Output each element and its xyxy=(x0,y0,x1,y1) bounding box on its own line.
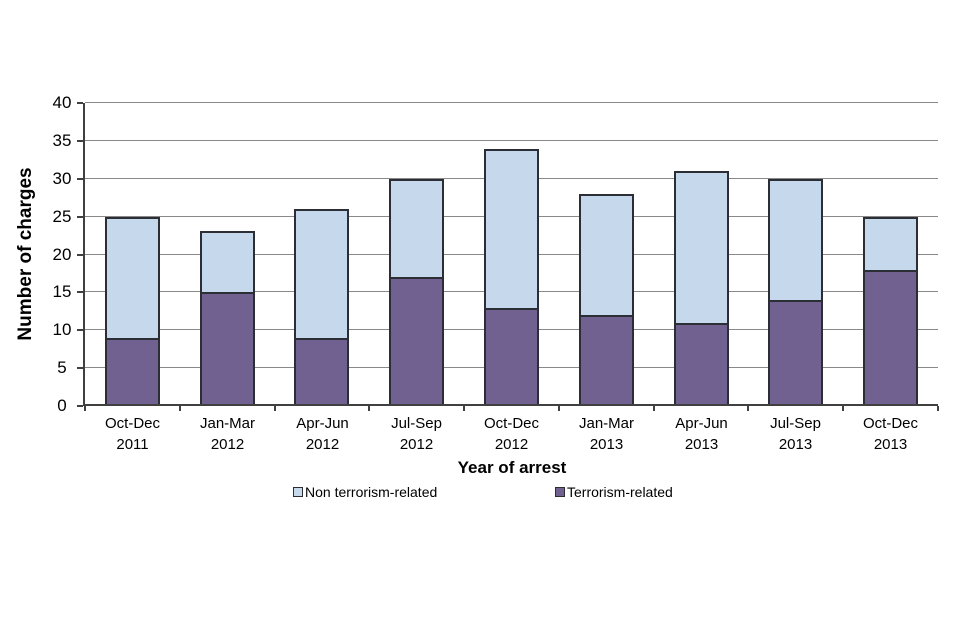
x-axis-tick-7 xyxy=(747,406,749,411)
y-tick-label-0: 0 xyxy=(57,396,67,415)
bar-segment-terrorism-related-jul-sep-2012 xyxy=(389,277,444,406)
plot-area xyxy=(85,102,938,406)
x-axis-tick-2 xyxy=(274,406,276,411)
y-tick-label-30: 30 xyxy=(52,169,72,188)
bar-segment-terrorism-related-oct-dec-2012 xyxy=(484,308,539,406)
bar-segment-non-terrorism-related-jul-sep-2013 xyxy=(768,179,823,300)
bar-segment-terrorism-related-jan-mar-2012 xyxy=(200,292,255,406)
x-category-label-apr-jun-2013: Apr-Jun 2013 xyxy=(675,415,728,453)
y-axis-tick-40 xyxy=(77,102,83,104)
bar-segment-terrorism-related-apr-jun-2012 xyxy=(294,338,349,406)
x-category-label-jul-sep-2013: Jul-Sep 2013 xyxy=(770,415,821,453)
bar-segment-non-terrorism-related-jan-mar-2013 xyxy=(579,194,634,315)
bar-segment-terrorism-related-apr-jun-2013 xyxy=(674,323,729,406)
x-category-label-jan-mar-2013: Jan-Mar 2013 xyxy=(578,415,634,453)
x-category-label-oct-dec-2011: Oct-Dec 2011 xyxy=(104,415,160,453)
y-axis-tick-5 xyxy=(77,367,83,369)
y-tick-label-20: 20 xyxy=(52,245,72,264)
bar-segment-terrorism-related-jan-mar-2013 xyxy=(579,315,634,406)
bar-segment-non-terrorism-related-oct-dec-2011 xyxy=(105,217,160,338)
x-axis-tick-5 xyxy=(558,406,560,411)
legend-entry-non-terrorism-related: Non terrorism-related xyxy=(293,485,437,499)
x-axis-tick-0 xyxy=(84,406,86,411)
bar-segment-non-terrorism-related-jul-sep-2012 xyxy=(389,179,444,277)
x-axis-title: Year of arrest xyxy=(457,458,567,477)
x-category-label-jul-sep-2012: Jul-Sep 2012 xyxy=(391,415,442,453)
y-tick-label-40: 40 xyxy=(52,93,72,112)
x-axis-tick-8 xyxy=(842,406,844,411)
bar-segment-terrorism-related-oct-dec-2013 xyxy=(863,270,918,406)
gridline-40 xyxy=(85,102,938,103)
x-category-label-oct-dec-2012: Oct-Dec 2012 xyxy=(483,415,539,453)
legend-label-non-terrorism-related: Non terrorism-related xyxy=(305,484,438,500)
y-axis-tick-30 xyxy=(77,178,83,180)
bar-segment-terrorism-related-oct-dec-2011 xyxy=(105,338,160,406)
bar-segment-non-terrorism-related-apr-jun-2012 xyxy=(294,209,349,338)
y-tick-label-15: 15 xyxy=(52,282,72,301)
bar-segment-non-terrorism-related-jan-mar-2012 xyxy=(200,231,255,292)
x-axis-tick-6 xyxy=(653,406,655,411)
y-tick-label-35: 35 xyxy=(52,131,72,150)
gridline-35 xyxy=(85,140,938,141)
y-axis-tick-15 xyxy=(77,291,83,293)
y-axis-tick-35 xyxy=(77,140,83,142)
y-tick-label-10: 10 xyxy=(52,320,72,339)
x-axis-tick-9 xyxy=(937,406,939,411)
y-axis-tick-10 xyxy=(77,329,83,331)
y-tick-label-5: 5 xyxy=(57,358,67,377)
y-tick-label-25: 25 xyxy=(52,207,72,226)
x-category-label-apr-jun-2012: Apr-Jun 2012 xyxy=(296,415,349,453)
y-axis-tick-20 xyxy=(77,254,83,256)
legend: Non terrorism-related Terrorism-related xyxy=(0,485,960,503)
y-axis-tick-0 xyxy=(77,405,83,407)
bar-segment-non-terrorism-related-apr-jun-2013 xyxy=(674,171,729,323)
legend-label-terrorism-related: Terrorism-related xyxy=(567,484,673,500)
x-axis-line xyxy=(83,404,938,406)
legend-entry-terrorism-related: Terrorism-related xyxy=(555,485,673,499)
legend-swatch-non-terrorism-related xyxy=(293,487,303,497)
y-axis-tick-25 xyxy=(77,216,83,218)
x-axis-tick-4 xyxy=(463,406,465,411)
legend-swatch-terrorism-related xyxy=(555,487,565,497)
y-axis-line xyxy=(83,103,85,406)
bar-segment-terrorism-related-jul-sep-2013 xyxy=(768,300,823,406)
x-axis-tick-1 xyxy=(179,406,181,411)
x-category-label-jan-mar-2012: Jan-Mar 2012 xyxy=(199,415,255,453)
bar-segment-non-terrorism-related-oct-dec-2013 xyxy=(863,217,918,270)
x-category-label-oct-dec-2013: Oct-Dec 2013 xyxy=(862,415,918,453)
bar-segment-non-terrorism-related-oct-dec-2012 xyxy=(484,149,539,308)
x-axis-tick-3 xyxy=(368,406,370,411)
